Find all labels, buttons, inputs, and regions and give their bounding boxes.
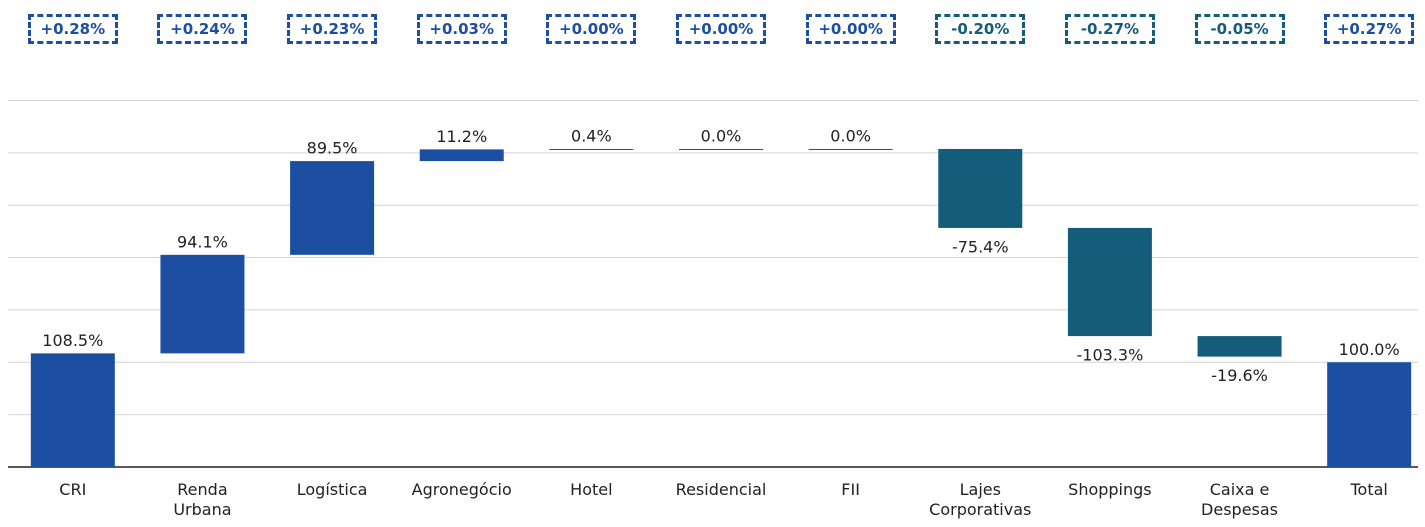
bar (30, 353, 115, 467)
x-tick-label: CRI (59, 480, 87, 499)
contribution-box: +0.00% (676, 14, 766, 44)
contribution-box: -0.27% (1064, 14, 1155, 44)
x-tick-label: Shoppings (1068, 480, 1152, 499)
contribution-box: +0.23% (287, 14, 378, 44)
x-tick-label: Renda Urbana (173, 480, 232, 519)
data-label: 100.0% (1339, 340, 1400, 359)
x-tick-label: Total (1350, 480, 1388, 499)
contribution-box: +0.00% (546, 14, 637, 44)
contribution-box: -0.20% (935, 14, 1026, 44)
data-label: 108.5% (42, 331, 103, 350)
bar (938, 148, 1023, 228)
x-tick-label: Lajes Corporativas (929, 480, 1032, 519)
bar (419, 149, 504, 162)
bar (160, 254, 245, 354)
x-tick-label: FII (841, 480, 860, 499)
data-label: 0.4% (571, 126, 612, 145)
bar (549, 148, 634, 150)
data-label: 0.0% (830, 126, 871, 145)
contribution-box: +0.24% (157, 14, 248, 44)
x-tick-label: Residencial (675, 480, 767, 499)
data-label: -19.6% (1211, 366, 1268, 385)
data-label: -103.3% (1077, 346, 1144, 365)
data-label: 89.5% (307, 139, 358, 158)
x-tick-label: Agronegócio (411, 480, 512, 499)
contribution-box: +0.00% (805, 14, 896, 44)
contribution-box: +0.27% (1324, 14, 1415, 44)
x-tick-label: Hotel (570, 480, 613, 499)
data-label: 11.2% (436, 127, 487, 146)
data-label: -75.4% (952, 237, 1009, 256)
contribution-box: -0.05% (1194, 14, 1285, 44)
bar (1197, 336, 1282, 357)
x-tick-label: Logística (296, 480, 368, 499)
bar (1067, 227, 1152, 337)
contribution-box: +0.03% (416, 14, 507, 44)
bar (1327, 362, 1412, 467)
bar (290, 161, 375, 255)
data-label: 94.1% (177, 232, 228, 251)
data-label: 0.0% (701, 126, 742, 145)
bar (808, 148, 893, 150)
bar (679, 148, 763, 150)
contribution-box: +0.28% (27, 14, 118, 44)
x-tick-label: Caixa e Despesas (1201, 480, 1279, 519)
